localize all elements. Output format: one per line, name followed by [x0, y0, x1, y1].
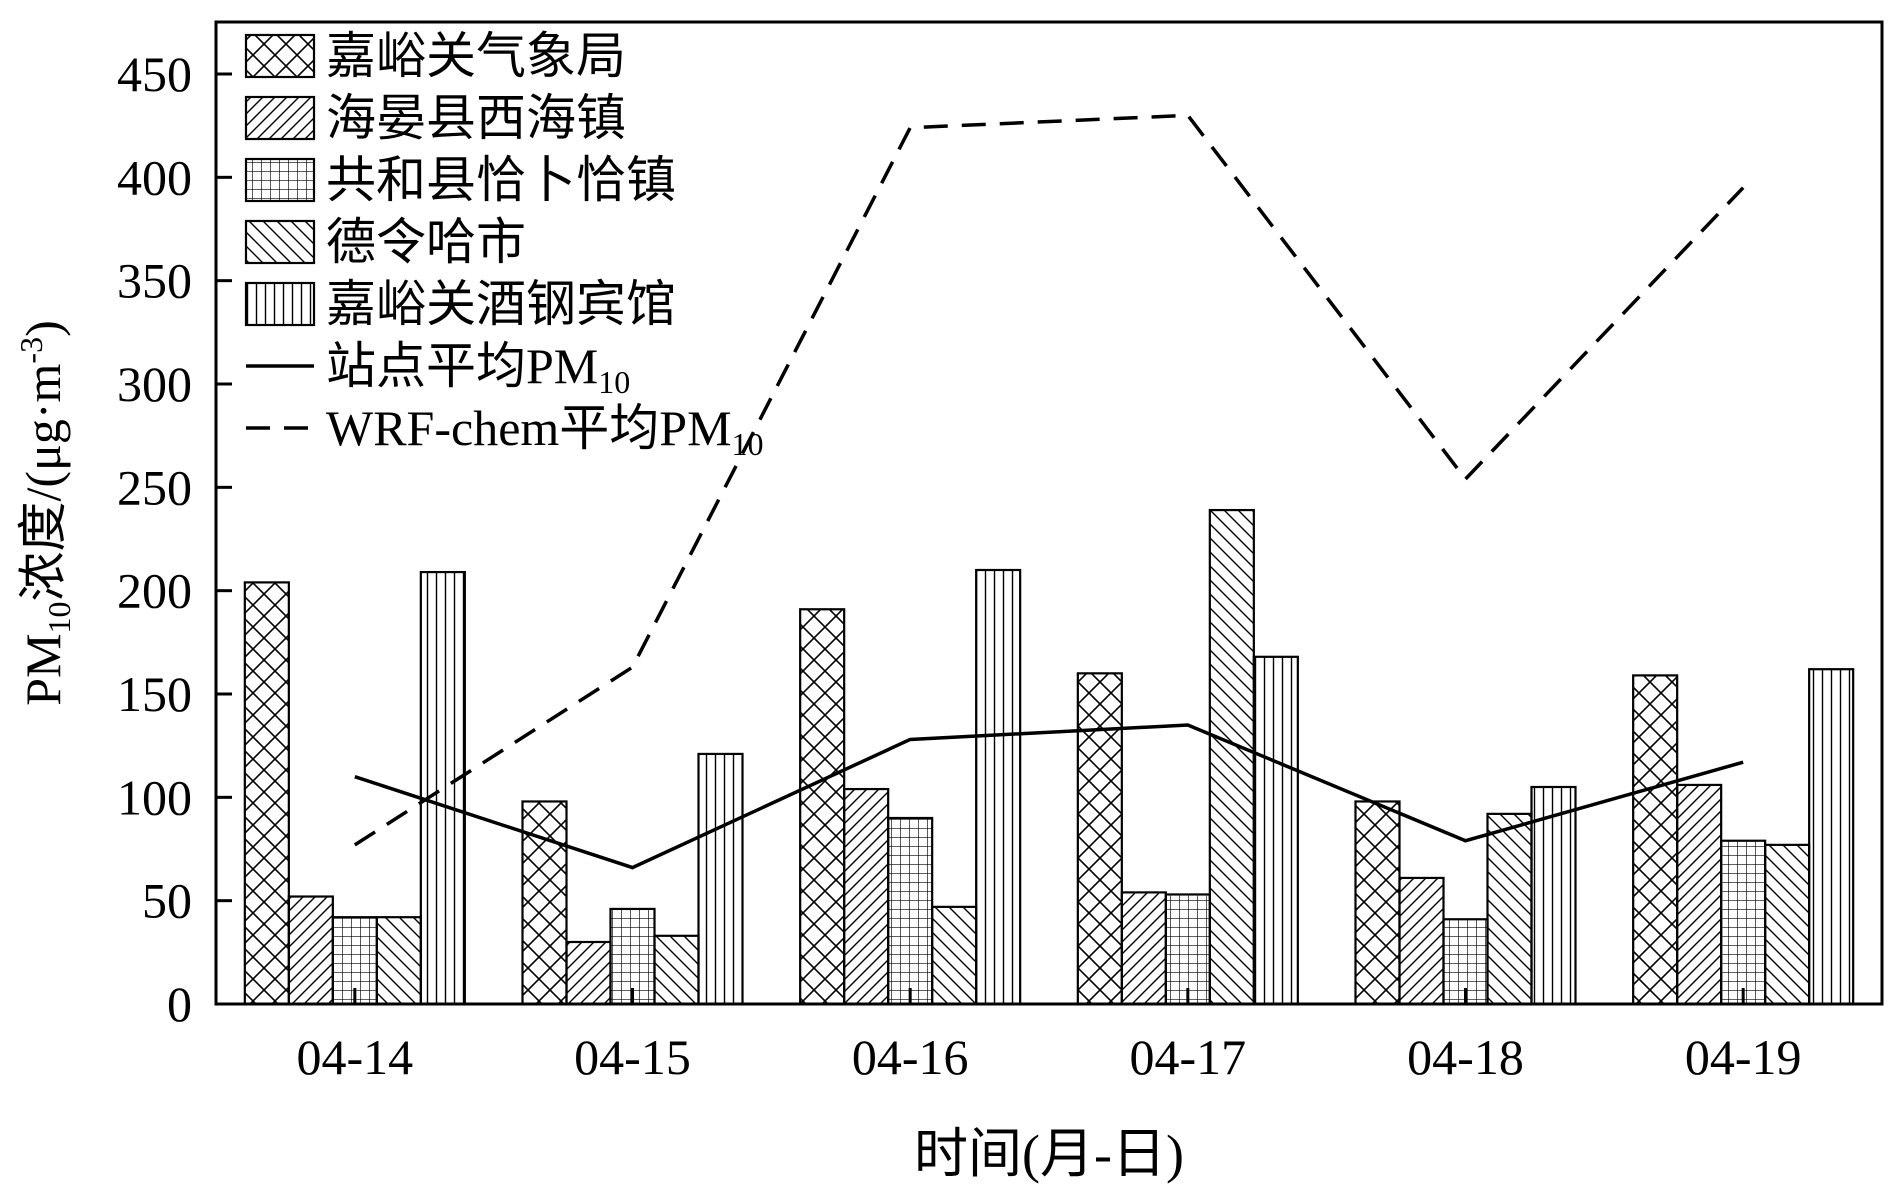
bar-grid-04-15	[609, 907, 656, 1006]
y-tick-label: 100	[117, 769, 192, 825]
bar-grid-04-17	[1164, 893, 1211, 1006]
y-axis-title: PM10浓度/(μg·m-3)	[13, 320, 77, 705]
x-axis-title: 时间(月-日)	[914, 1124, 1184, 1184]
plot-frame	[214, 20, 1884, 1006]
x-tick-label: 04-18	[1407, 1029, 1524, 1085]
bar-diagonal-04-16	[843, 787, 890, 1006]
bar-back-diagonal-04-19	[1764, 843, 1811, 1006]
bar-diagonal-04-19	[1676, 783, 1723, 1006]
bar-grid-04-19	[1720, 839, 1767, 1006]
legend-label: 共和县恰卜恰镇	[326, 152, 676, 208]
y-tick-label: 0	[167, 976, 192, 1032]
bar-crosshatch-diagonal-04-17	[1076, 672, 1123, 1006]
bars-group	[243, 508, 1855, 1006]
bar-grid-04-16	[887, 816, 934, 1006]
x-tick-label: 04-15	[574, 1029, 691, 1085]
bar-back-diagonal-04-17	[1208, 508, 1255, 1006]
lines-group	[353, 113, 1745, 870]
bar-back-diagonal-04-15	[653, 934, 700, 1006]
x-axis: 04-14 04-15 04-16 04-17 04-18 04-19	[297, 988, 1802, 1085]
bar-crosshatch-diagonal-04-14	[243, 581, 290, 1006]
bar-back-diagonal-04-14	[375, 916, 422, 1006]
legend-label: 嘉峪关气象局	[326, 28, 626, 84]
y-tick-label: 50	[142, 873, 192, 929]
bar-vertical-04-19	[1808, 668, 1855, 1006]
bar-diagonal-04-18	[1398, 876, 1445, 1006]
legend-label: WRF-chem平均PM10	[326, 400, 764, 462]
bar-crosshatch-diagonal-04-19	[1632, 674, 1679, 1006]
y-tick-label: 350	[117, 253, 192, 309]
bar-vertical-04-18	[1530, 785, 1577, 1006]
legend-label: 德令哈市	[326, 214, 526, 270]
y-axis: 0 50 100 150 200 250 300 350 400 450	[117, 46, 232, 1032]
x-tick-label: 04-14	[297, 1029, 414, 1085]
bar-back-diagonal-04-16	[931, 905, 978, 1006]
y-tick-label: 150	[117, 666, 192, 722]
bar-crosshatch-diagonal-04-18	[1354, 800, 1401, 1006]
y-tick-label: 200	[117, 563, 192, 619]
legend: 嘉峪关气象局海晏县西海镇共和县恰卜恰镇德令哈市嘉峪关酒钢宾馆站点平均PM10WR…	[244, 28, 764, 462]
legend-swatch-diagonal	[244, 95, 316, 141]
bar-diagonal-04-14	[287, 895, 334, 1006]
legend-label: 嘉峪关酒钢宾馆	[326, 276, 676, 332]
legend-swatch-vertical	[244, 281, 316, 327]
x-tick-label: 04-16	[852, 1029, 969, 1085]
bar-crosshatch-diagonal-04-16	[799, 608, 846, 1006]
bar-vertical-04-14	[419, 570, 466, 1006]
wrf-chem-average-line	[353, 113, 1745, 847]
x-tick-label: 04-19	[1685, 1029, 1802, 1085]
legend-label: 海晏县西海镇	[326, 90, 626, 146]
bar-diagonal-04-15	[565, 940, 612, 1006]
bar-vertical-04-16	[975, 568, 1022, 1006]
legend-label: 站点平均PM10	[326, 338, 630, 400]
y-tick-label: 300	[117, 356, 192, 412]
x-tick-label: 04-17	[1130, 1029, 1247, 1085]
bar-vertical-04-15	[697, 752, 744, 1006]
bar-crosshatch-diagonal-04-15	[521, 800, 568, 1006]
y-tick-label: 400	[117, 149, 192, 205]
legend-swatch-grid	[244, 157, 316, 203]
legend-swatch-crosshatch-diagonal	[244, 33, 316, 79]
bar-grid-04-18	[1442, 918, 1489, 1006]
legend-swatch-back-diagonal	[244, 219, 316, 265]
bar-back-diagonal-04-18	[1486, 812, 1533, 1006]
bar-grid-04-14	[331, 916, 378, 1006]
y-tick-label: 250	[117, 459, 192, 515]
bar-diagonal-04-17	[1120, 891, 1167, 1006]
bar-vertical-04-17	[1252, 655, 1299, 1006]
y-tick-label: 450	[117, 46, 192, 102]
station-average-line	[354, 723, 1744, 870]
